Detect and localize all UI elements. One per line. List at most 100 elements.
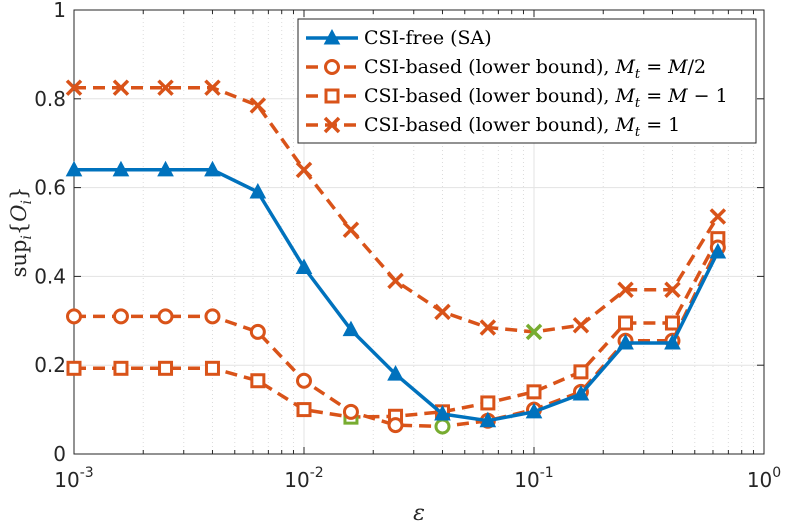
data-point-marker [323,28,341,45]
legend-math-op: = [640,85,668,107]
legend-label-text: CSI-free (SA) [364,27,492,49]
data-point-marker [480,395,496,411]
data-point-marker [324,59,340,75]
data-point-marker [434,418,451,435]
x-tick-label: 10-3 [54,465,93,492]
data-point-marker [65,79,83,96]
legend-item-4: CSI-based (lower bound), Mt = 1 [306,114,680,140]
data-point-marker [434,404,451,421]
legend-box [297,18,757,144]
legend-math-op: /2 [688,56,707,78]
legend-label: CSI-based (lower bound), Mt = M − 1 [364,85,728,111]
plot-frame [73,9,765,455]
data-point-marker [204,160,221,177]
y-tick-label: 1 [53,0,66,22]
legend-label: CSI-free (SA) [364,27,492,49]
x-tick-exponent: 0 [772,465,781,481]
legend-item-1: CSI-free (SA) [306,27,492,49]
data-point-marker [525,323,543,341]
series-4 [65,79,727,341]
data-point-marker [342,320,360,337]
y-label-sub: i [19,235,35,239]
data-point-marker [342,221,360,239]
y-axis-label: supi{Oi} [7,187,35,278]
data-point-marker [157,308,174,325]
data-point-marker [387,417,404,434]
data-point-marker [204,79,221,96]
data-point-marker [112,308,129,325]
data-point-marker [296,402,312,418]
legend-math-subscript: t [635,67,641,82]
data-point-marker [158,360,174,376]
data-point-marker [66,360,82,376]
data-point-marker [709,208,727,225]
data-point-marker [572,317,590,334]
series-3 [66,231,726,425]
data-point-marker [617,333,634,350]
data-point-marker [618,315,634,331]
data-point-marker [65,160,83,177]
data-point-marker [157,79,174,96]
data-point-marker [112,79,130,96]
data-point-marker [387,272,404,290]
data-point-marker [664,315,680,331]
legend-label: CSI-based (lower bound), Mt = M/2 [364,56,706,82]
data-point-marker [295,161,313,179]
data-point-marker [112,160,130,177]
data-point-marker [664,333,681,350]
data-point-marker [664,281,681,298]
legend-item-2: CSI-based (lower bound), Mt = M/2 [306,56,706,82]
y-label-brace: { [7,222,31,235]
data-point-marker [323,116,341,134]
legend-label-text: CSI-based (lower bound), [364,85,615,107]
data-point-marker [295,258,313,275]
legend-label-text: CSI-based (lower bound), [364,114,615,136]
x-axis-label: ε [413,501,425,524]
data-point-marker [573,364,589,380]
legend-math-var: M [614,114,635,136]
y-label-sup: sup [7,240,31,278]
data-point-marker [434,303,451,321]
data-point-marker [250,373,266,389]
y-tick-label: 0.2 [34,353,66,377]
y-label-O: O [7,205,31,222]
legend-item-3: CSI-based (lower bound), Mt = M − 1 [306,85,728,111]
data-point-marker [479,411,497,428]
legend-math-var: M [614,56,635,78]
y-label-sub: i [19,200,35,204]
data-point-marker [479,319,497,336]
data-point-marker [296,372,312,389]
legend-label-text: CSI-based (lower bound), [364,56,615,78]
y-tick-label: 0.6 [34,176,66,200]
legend: CSI-free (SA) CSI-based (lower bound), Mt… [297,18,757,144]
legend-math-subscript: t [635,96,641,111]
data-point-marker [617,281,634,298]
x-tick-exponent: -3 [80,465,94,481]
data-point-marker [526,384,542,400]
data-point-marker [249,97,267,114]
data-point-marker [249,323,266,340]
data-point-marker [204,308,221,325]
y-tick-label: 0.4 [34,264,66,288]
data-point-marker [709,242,727,259]
legend-label: CSI-based (lower bound), Mt = 1 [364,114,680,140]
y-tick-label: 0 [53,442,66,466]
legend-math-var: M [614,85,635,107]
y-tick-label: 0.8 [34,87,66,111]
series-1 [65,160,727,428]
x-tick-exponent: -1 [540,465,554,481]
legend-math-subscript: t [635,125,641,140]
x-tick-label: 10-2 [284,465,323,492]
data-point-marker [572,385,590,401]
legend-math-op: = [640,56,668,78]
data-point-marker [387,365,404,381]
data-point-marker [249,182,267,199]
legend-math-var: M [667,85,688,107]
legend-math-var: M [667,56,688,78]
data-point-marker [66,308,82,325]
data-point-marker [157,160,174,177]
legend-math-op: − 1 [688,85,728,107]
data-point-marker [342,403,359,420]
data-point-marker [324,88,340,104]
